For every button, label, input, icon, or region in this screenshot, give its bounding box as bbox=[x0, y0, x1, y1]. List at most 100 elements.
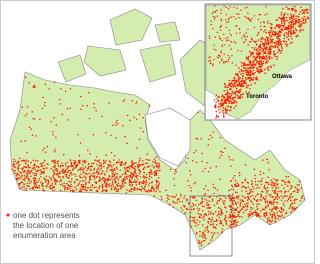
dot bbox=[108, 102, 110, 104]
dot bbox=[285, 175, 287, 178]
dot bbox=[174, 168, 177, 171]
dot bbox=[200, 240, 203, 243]
dot bbox=[79, 180, 81, 182]
dot bbox=[244, 179, 246, 182]
dot bbox=[245, 187, 248, 189]
dot bbox=[246, 35, 248, 38]
dot bbox=[43, 170, 45, 173]
dot bbox=[220, 154, 223, 156]
dot bbox=[272, 203, 275, 205]
dot bbox=[155, 190, 157, 193]
dot bbox=[88, 117, 91, 120]
dot bbox=[173, 184, 176, 187]
dot bbox=[124, 172, 127, 175]
dot bbox=[216, 115, 218, 118]
dot bbox=[250, 190, 252, 193]
dot bbox=[231, 54, 233, 57]
dot bbox=[42, 182, 44, 184]
dot bbox=[93, 176, 96, 178]
dot bbox=[245, 91, 247, 93]
dot bbox=[240, 65, 243, 67]
dot bbox=[195, 137, 198, 140]
dot bbox=[77, 183, 80, 186]
dot bbox=[270, 194, 272, 196]
dot bbox=[251, 47, 253, 49]
dot bbox=[213, 204, 216, 207]
dot bbox=[210, 20, 212, 22]
dot bbox=[140, 181, 142, 184]
dot bbox=[226, 99, 229, 102]
dot bbox=[254, 178, 256, 180]
dot bbox=[132, 174, 135, 177]
dot bbox=[126, 170, 128, 172]
legend-text: one dot represents bbox=[13, 211, 80, 220]
dot bbox=[293, 18, 295, 20]
dot bbox=[159, 191, 161, 193]
dot bbox=[255, 49, 258, 52]
dot bbox=[51, 183, 54, 185]
dot bbox=[272, 51, 275, 53]
dot bbox=[130, 171, 132, 174]
dot bbox=[173, 177, 175, 180]
dot bbox=[95, 182, 98, 184]
dot bbox=[299, 26, 302, 28]
dot bbox=[263, 45, 266, 48]
dot bbox=[100, 167, 103, 169]
dot bbox=[206, 161, 208, 164]
dot bbox=[186, 198, 188, 201]
dot bbox=[48, 176, 51, 178]
dot bbox=[251, 182, 254, 185]
dots bbox=[11, 76, 306, 247]
dot bbox=[43, 167, 45, 170]
dot bbox=[180, 195, 182, 198]
dot bbox=[45, 181, 47, 183]
dot bbox=[43, 104, 46, 107]
dot bbox=[107, 166, 110, 168]
dot bbox=[64, 168, 67, 171]
dot bbox=[214, 36, 216, 38]
dot bbox=[295, 18, 297, 20]
dot bbox=[234, 215, 236, 218]
dot bbox=[174, 202, 176, 204]
dot bbox=[155, 174, 157, 176]
dot bbox=[206, 228, 208, 231]
dot bbox=[255, 200, 258, 202]
dot bbox=[141, 163, 143, 166]
dot bbox=[166, 200, 168, 202]
dot bbox=[212, 225, 215, 228]
dot bbox=[145, 158, 148, 161]
dot bbox=[246, 208, 248, 211]
dot bbox=[153, 165, 156, 168]
dot bbox=[216, 215, 219, 217]
dot bbox=[26, 184, 28, 187]
dot bbox=[219, 178, 221, 181]
dot bbox=[190, 190, 192, 192]
dot bbox=[172, 195, 175, 198]
dot bbox=[291, 26, 293, 29]
dot bbox=[277, 207, 279, 209]
dot bbox=[290, 15, 293, 17]
dot bbox=[246, 6, 248, 9]
dot bbox=[290, 13, 292, 15]
dot bbox=[91, 165, 94, 168]
dot bbox=[199, 230, 201, 233]
dot bbox=[269, 214, 272, 216]
dot bbox=[71, 185, 73, 188]
dot bbox=[33, 166, 35, 168]
dot bbox=[242, 200, 245, 203]
dot bbox=[286, 28, 289, 31]
dot bbox=[188, 184, 191, 187]
dot bbox=[255, 76, 258, 79]
dot bbox=[273, 214, 276, 217]
dot bbox=[214, 107, 217, 109]
dot bbox=[230, 188, 232, 191]
dot bbox=[252, 207, 254, 209]
dot bbox=[39, 118, 41, 120]
dot bbox=[273, 185, 275, 187]
dot bbox=[54, 162, 57, 164]
dot bbox=[85, 181, 87, 184]
dot bbox=[212, 233, 215, 235]
dot bbox=[287, 38, 290, 41]
dot bbox=[268, 31, 270, 34]
dot bbox=[105, 179, 108, 181]
